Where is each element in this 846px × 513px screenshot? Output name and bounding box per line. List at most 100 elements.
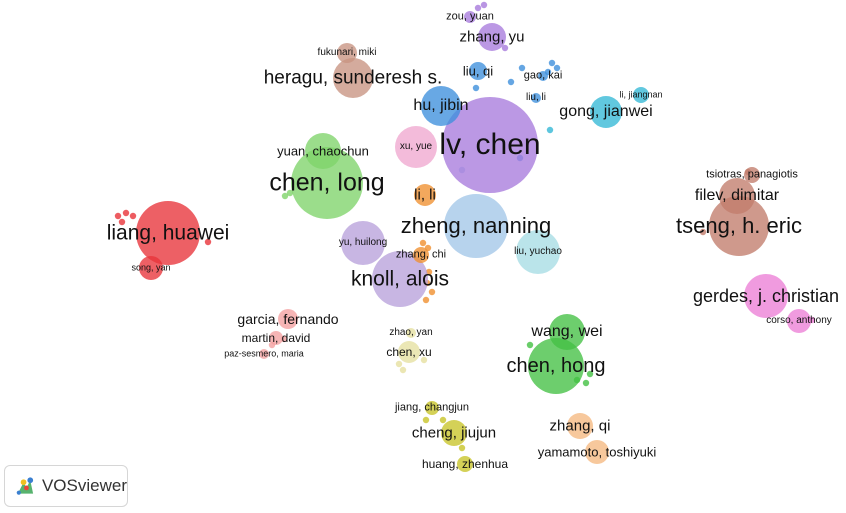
minor-node[interactable] [428,288,436,296]
label-wang-wei[interactable]: wang, wei [531,323,603,340]
node-song-yan[interactable] [139,256,163,280]
node-xu-yue[interactable] [395,126,437,168]
minor-node[interactable] [582,379,590,387]
label-chen-hong[interactable]: chen, hong [506,355,606,377]
label-gong-jianwei[interactable]: gong, jianwei [559,103,653,120]
node-liu-yuchao[interactable] [516,230,560,274]
minor-node[interactable] [419,239,427,247]
label-yamamoto-toshiyuki[interactable]: yamamoto, toshiyuki [537,444,657,460]
label-liu-li[interactable]: liu, li [525,92,547,103]
node-zou-yuan[interactable] [464,11,476,23]
node-yuan-chaochun[interactable] [305,133,341,169]
node-zhang-qi[interactable] [567,413,593,439]
minor-node[interactable] [474,4,482,12]
label-filev-dimitar[interactable]: filev, dimitar [694,187,780,204]
label-heragu-sunderesh-s[interactable]: heragu, sunderesh s. [263,67,443,89]
label-cheng-jiujun[interactable]: cheng, jiujun [411,424,497,442]
label-chen-long[interactable]: chen, long [269,168,385,197]
node-huang-zhenhua[interactable] [457,456,473,472]
label-jiang-changjun[interactable]: jiang, changjun [394,401,470,414]
minor-node[interactable] [118,218,126,226]
minor-node[interactable] [286,189,294,197]
node-fukunari-miki[interactable] [337,43,357,63]
node-yu-huilong[interactable] [341,221,385,265]
label-zhang-qi[interactable]: zhang, qi [549,417,611,435]
minor-node[interactable] [507,78,515,86]
minor-node[interactable] [699,228,707,236]
minor-node[interactable] [114,212,122,220]
label-garcia-fernando[interactable]: garcia, fernando [237,311,339,327]
node-zhang-chi[interactable] [413,247,429,263]
node-chen-hong[interactable] [528,338,584,394]
node-zhang-yu[interactable] [478,23,506,51]
minor-node[interactable] [501,44,509,52]
label-paz-sesmero-maria[interactable]: paz-sesmero, maria [224,348,304,359]
node-tsiotras-panagiotis[interactable] [744,167,760,183]
label-liang-huawei[interactable]: liang, huawei [106,221,230,245]
label-li-jiangnan[interactable]: li, jiangnan [619,89,663,100]
label-zheng-nanning[interactable]: zheng, nanning [400,213,552,238]
node-gerdes-j-christian[interactable] [744,274,788,318]
node-gong-jianwei[interactable] [590,96,622,128]
minor-node[interactable] [548,59,556,67]
label-knoll-alois[interactable]: knoll, alois [350,267,450,291]
minor-node[interactable] [422,296,430,304]
label-liu-qi[interactable]: liu, qi [462,63,494,79]
label-song-yan[interactable]: song, yan [131,262,171,273]
vosviewer-badge[interactable]: VOSviewer [4,465,128,507]
minor-node[interactable] [395,360,403,368]
minor-node[interactable] [281,192,289,200]
node-filev-dimitar[interactable] [719,178,755,214]
label-chen-xu[interactable]: chen, xu [386,345,432,359]
minor-node[interactable] [204,238,212,246]
node-gao-kai[interactable] [538,71,548,81]
node-chen-long[interactable] [291,147,363,219]
label-corso-anthony[interactable]: corso, anthony [766,315,832,326]
label-tseng-h-eric[interactable]: tseng, h. eric [676,213,802,238]
node-li-li[interactable] [414,184,436,206]
label-gao-kai[interactable]: gao, kai [523,69,563,82]
label-tsiotras-panagiotis[interactable]: tsiotras, panagiotis [706,168,798,181]
label-xu-yue[interactable]: xu, yue [399,141,433,152]
label-martin-david[interactable]: martin, david [241,331,311,345]
minor-node[interactable] [439,416,447,424]
node-corso-anthony[interactable] [787,309,811,333]
node-wang-wei[interactable] [549,314,585,350]
node-liu-li[interactable] [531,93,541,103]
label-hu-jibin[interactable]: hu, jibin [413,97,469,114]
node-hu-jibin[interactable] [421,86,461,126]
label-zhang-yu[interactable]: zhang, yu [459,28,525,46]
minor-node[interactable] [420,356,428,364]
node-cheng-jiujun[interactable] [441,420,467,446]
node-lv-chen[interactable] [442,97,538,193]
node-knoll-alois[interactable] [372,251,428,307]
node-jiang-changjun[interactable] [425,401,439,415]
minor-node[interactable] [586,370,594,378]
node-zhao-yan[interactable] [406,328,416,338]
label-gerdes-j-christian[interactable]: gerdes, j. christian [692,286,840,306]
node-li-jiangnan[interactable] [633,87,649,103]
label-zhao-yan[interactable]: zhao, yan [389,327,433,338]
minor-node[interactable] [518,64,526,72]
label-liu-yuchao[interactable]: liu, yuchao [514,246,562,257]
node-martin-david[interactable] [269,331,283,345]
minor-node[interactable] [546,126,554,134]
node-zheng-nanning[interactable] [444,194,508,258]
label-lv-chen[interactable]: lv, chen [439,128,541,161]
minor-node[interactable] [526,341,534,349]
node-yamamoto-toshiyuki[interactable] [585,440,609,464]
label-yuan-chaochun[interactable]: yuan, chaochun [277,143,369,159]
node-tseng-h-eric[interactable] [709,196,769,256]
node-chen-xu[interactable] [398,341,420,363]
minor-node[interactable] [553,64,561,72]
minor-node[interactable] [122,209,130,217]
label-yu-huilong[interactable]: yu, huilong [338,237,388,248]
minor-node[interactable] [458,444,466,452]
minor-node[interactable] [472,84,480,92]
label-fukunari-miki[interactable]: fukunari, miki [317,47,377,58]
label-li-li[interactable]: li, li [414,186,436,204]
minor-node[interactable] [422,416,430,424]
node-paz-sesmero-maria[interactable] [259,349,269,359]
node-liang-huawei[interactable] [136,201,200,265]
minor-node[interactable] [129,212,137,220]
